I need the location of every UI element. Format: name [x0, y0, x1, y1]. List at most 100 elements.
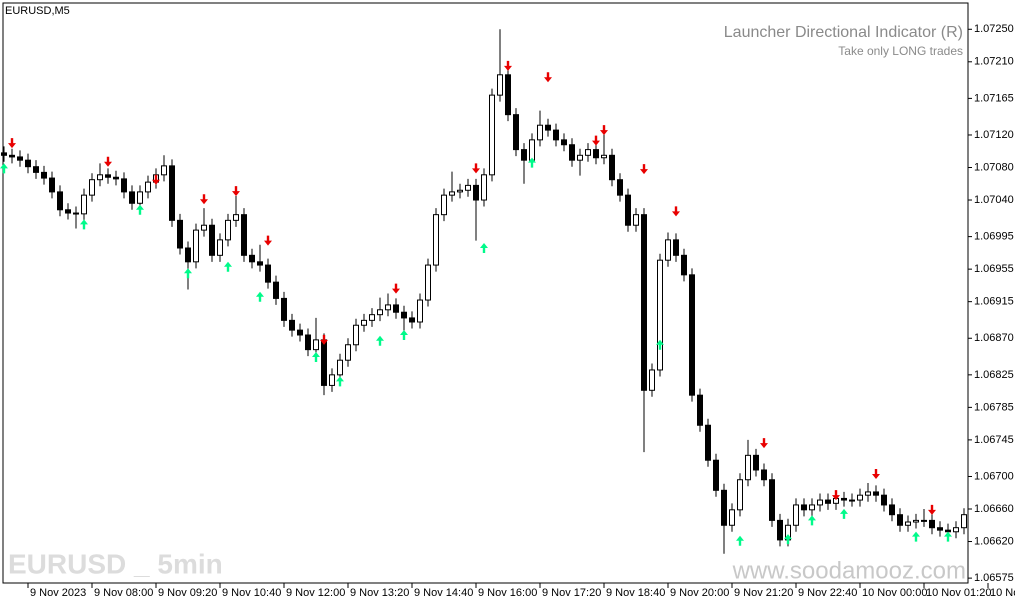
candle-body: [217, 239, 223, 256]
down-arrow: [600, 125, 608, 136]
candle-body: [657, 259, 663, 371]
watermark-right: www.soodamooz.com: [732, 557, 966, 584]
candle-body: [953, 527, 959, 533]
candle-body: [809, 504, 815, 511]
candle-body: [337, 359, 343, 376]
candle-body: [937, 527, 943, 531]
candle-body: [521, 149, 527, 161]
candle-body: [841, 497, 847, 501]
y-tick-label: 1.06620: [974, 535, 1014, 547]
candle-body: [25, 159, 31, 168]
candle-body: [505, 74, 511, 116]
up-arrow: [256, 291, 264, 302]
x-tick-label: 9 Nov 09:20: [158, 587, 217, 599]
x-tick-label: 10 Nov 01:20: [926, 587, 991, 599]
y-tick-label: 1.06575: [974, 572, 1014, 584]
candle-body: [417, 299, 423, 323]
x-tick-label: 9 Nov 22:40: [798, 587, 857, 599]
candle-body: [665, 239, 671, 261]
candle-body: [41, 171, 47, 179]
up-arrow: [840, 508, 848, 519]
candle-body: [273, 281, 279, 299]
y-tick-label: 1.06825: [974, 369, 1014, 381]
candle-body: [313, 339, 319, 351]
candle-body: [225, 219, 231, 241]
candle-body: [697, 394, 703, 426]
candle-body: [65, 209, 71, 214]
candle-body: [545, 124, 551, 131]
candle-body: [601, 154, 607, 159]
candle-body: [577, 154, 583, 161]
x-tick-label: 9 Nov 14:40: [414, 587, 473, 599]
up-arrow: [944, 531, 952, 542]
candle-body: [193, 229, 199, 263]
plot-frame: [2, 2, 969, 584]
candle-body: [329, 374, 335, 386]
candle-body: [161, 165, 167, 176]
candle-body: [257, 261, 263, 266]
up-arrow: [0, 163, 8, 174]
up-arrow: [376, 335, 384, 346]
candle-body: [633, 214, 639, 226]
x-tick-label: 9 Nov 17:20: [542, 587, 601, 599]
candle-body: [529, 139, 535, 161]
y-tick-label: 1.06745: [974, 434, 1014, 446]
candle-body: [825, 499, 831, 504]
candle-body: [481, 174, 487, 201]
up-arrow: [400, 330, 408, 341]
down-arrow: [320, 334, 328, 345]
down-arrow: [504, 60, 512, 71]
candle-body: [721, 489, 727, 526]
candle-body: [489, 94, 495, 176]
candle-body: [289, 319, 295, 331]
candle-body: [913, 519, 919, 523]
candle-body: [369, 314, 375, 321]
candle-body: [857, 494, 863, 501]
candle-body: [849, 499, 855, 502]
candle-body: [753, 454, 759, 471]
y-tick-label: 1.07250: [974, 23, 1014, 35]
candle-body: [729, 509, 735, 526]
candle-body: [49, 177, 55, 193]
x-tick-label: 9 Nov 10:40: [222, 587, 281, 599]
candle-body: [513, 114, 519, 151]
candle-body: [553, 129, 559, 141]
up-arrow: [784, 534, 792, 545]
candle-body: [105, 174, 111, 178]
candle-body: [233, 214, 239, 221]
x-tick-label: 10 Nov 00:00: [862, 587, 927, 599]
down-arrow: [152, 174, 160, 185]
down-arrow: [104, 156, 112, 167]
candle-body: [9, 154, 15, 158]
candle-body: [1, 152, 7, 156]
down-arrow: [592, 135, 600, 146]
candle-body: [625, 194, 631, 226]
candle-body: [113, 176, 119, 180]
candle-body: [353, 324, 359, 346]
down-arrow: [832, 490, 840, 501]
candle-body: [905, 521, 911, 526]
candle-body: [497, 74, 503, 96]
candle-body: [681, 254, 687, 276]
candle-body: [97, 174, 103, 181]
candle-body: [393, 304, 399, 313]
candle-body: [569, 144, 575, 161]
x-tick-label: 9 Nov 18:40: [606, 587, 665, 599]
y-tick-label: 1.07210: [974, 56, 1014, 68]
candle-body: [801, 504, 807, 511]
y-tick-label: 1.07165: [974, 92, 1014, 104]
down-arrow: [472, 163, 480, 174]
x-tick-label: 9 Nov 12:00: [286, 587, 345, 599]
down-arrow: [928, 504, 936, 515]
candle-body: [561, 139, 567, 146]
candle-body: [793, 504, 799, 526]
candle-body: [137, 191, 143, 204]
y-tick-label: 1.06955: [974, 263, 1014, 275]
x-tick-label: 9 Nov 21:20: [734, 587, 793, 599]
candle-body: [177, 219, 183, 249]
up-arrow: [336, 376, 344, 387]
candle-body: [961, 514, 967, 529]
candle-body: [385, 304, 391, 311]
candle-body: [321, 339, 327, 386]
